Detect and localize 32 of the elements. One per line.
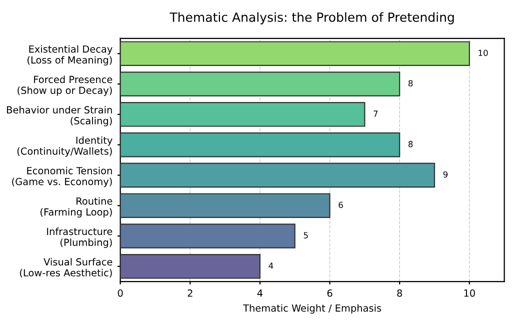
bar	[120, 41, 470, 66]
chart-title: Thematic Analysis: the Problem of Pretending	[170, 12, 454, 24]
bar	[120, 224, 296, 248]
data-label: 6	[338, 202, 343, 208]
bar	[120, 162, 436, 188]
data-label: 9	[443, 171, 448, 178]
y-tick-label: Infrastructure (Plumbing)	[47, 228, 112, 248]
y-tick-label: Behavior under Strain (Scaling)	[7, 106, 112, 126]
data-label: 5	[304, 232, 308, 238]
x-tick-label: 4	[257, 290, 263, 297]
y-tick-label: Routine (Farming Loop)	[40, 197, 112, 218]
x-tick-label: 2	[188, 289, 192, 297]
bar	[120, 72, 400, 96]
x-axis-title: Thematic Weight / Emphasis	[243, 304, 382, 314]
x-tick-label: 0	[118, 289, 123, 297]
y-tick-label: Forced Presence (Show up or Decay)	[18, 76, 112, 96]
bar	[120, 132, 400, 158]
bar	[120, 193, 330, 218]
y-tick-label: Economic Tension (Game vs. Economy)	[12, 166, 112, 188]
bar	[120, 254, 261, 279]
x-tick-label: 6	[327, 289, 332, 297]
data-label: 7	[374, 110, 378, 117]
bar	[120, 102, 366, 127]
y-tick-label: Existential Decay (Loss of Meaning)	[28, 45, 112, 66]
data-label: 10	[478, 50, 488, 56]
data-label: 4	[268, 262, 274, 269]
y-tick-label: Visual Surface (Low-res Aesthetic)	[20, 258, 112, 278]
y-tick-label: Identity (Continuity/Wallets)	[17, 136, 112, 157]
data-label: 8	[408, 140, 413, 148]
x-tick-label: 10	[464, 289, 475, 297]
data-label: 8	[408, 80, 413, 86]
x-tick-label: 8	[397, 289, 402, 297]
